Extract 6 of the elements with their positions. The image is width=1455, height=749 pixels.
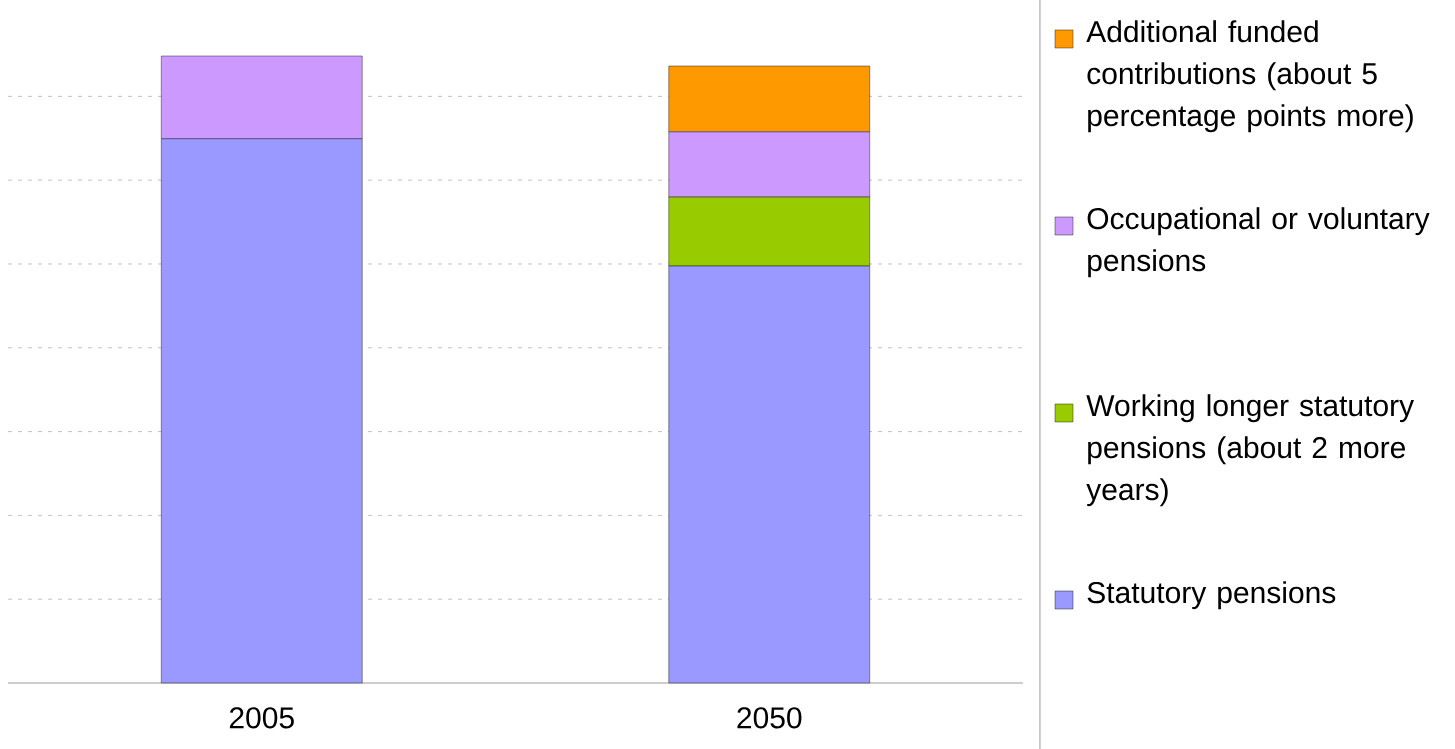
legend-label: Working longer statutory pensions (about 2 more years) <box>1086 394 1415 507</box>
legend-label: Additional funded contributions (about 5 percentage points more) <box>1086 20 1413 133</box>
legend-label: Statutory pensions <box>1087 581 1336 610</box>
x-tick-label: 2050 <box>737 707 802 729</box>
x-tick-label: 2005 <box>229 707 294 729</box>
legend-label: Occupational or voluntary pensions <box>1087 207 1430 278</box>
